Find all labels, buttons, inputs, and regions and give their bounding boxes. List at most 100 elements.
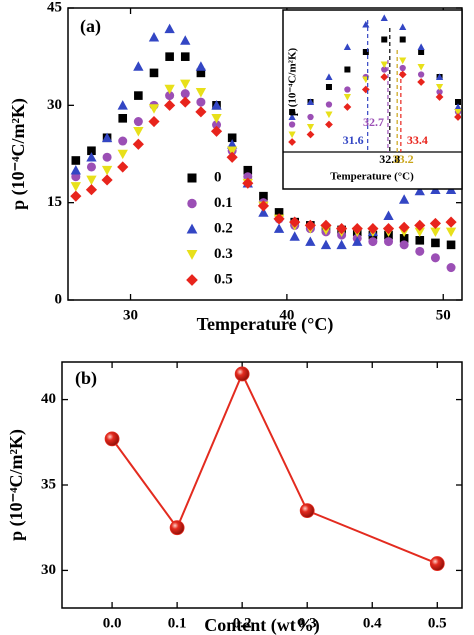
- marker: [148, 104, 160, 114]
- legend-label: 0.3: [214, 246, 233, 262]
- marker: [117, 100, 128, 110]
- marker: [454, 103, 461, 110]
- marker: [101, 132, 113, 143]
- marker: [320, 219, 332, 231]
- marker: [307, 113, 314, 121]
- marker: [227, 139, 238, 149]
- marker: [133, 126, 144, 137]
- marker: [101, 165, 113, 176]
- marker: [415, 246, 425, 256]
- marker: [336, 239, 347, 250]
- marker: [210, 125, 223, 137]
- marker: [384, 237, 394, 247]
- marker: [343, 43, 351, 50]
- y-tick-label: 30: [41, 562, 56, 578]
- marker: [180, 52, 190, 61]
- inset-y-label: p (10⁻⁴C/m²K): [287, 48, 299, 117]
- marker: [243, 165, 253, 175]
- marker: [344, 86, 351, 93]
- data-point: [104, 431, 120, 447]
- marker: [164, 23, 175, 34]
- marker: [179, 96, 191, 108]
- marker: [212, 120, 222, 130]
- marker: [382, 223, 395, 235]
- marker: [195, 88, 207, 98]
- marker: [70, 190, 82, 202]
- x-tick-label: 30: [123, 307, 138, 323]
- marker: [399, 57, 407, 65]
- marker: [325, 73, 333, 80]
- legend-marker: [186, 250, 198, 260]
- inset-x-label: Temperature (°C): [330, 171, 414, 183]
- marker: [362, 49, 369, 55]
- marker: [399, 234, 409, 243]
- marker: [270, 143, 278, 151]
- marker: [165, 52, 174, 61]
- marker: [435, 93, 444, 101]
- marker: [429, 217, 442, 230]
- legend-label: 0.1: [214, 195, 233, 211]
- y-tick-label: 35: [41, 476, 56, 492]
- x-tick-label: 0.5: [428, 615, 447, 631]
- marker: [118, 114, 128, 123]
- marker: [398, 221, 410, 233]
- x-tick-label: 0.1: [168, 615, 187, 631]
- marker: [325, 120, 333, 129]
- marker: [273, 223, 285, 233]
- marker: [86, 162, 96, 172]
- marker: [304, 219, 316, 231]
- marker: [117, 161, 129, 173]
- marker: [258, 207, 269, 217]
- plot-frame: [61, 361, 463, 609]
- marker: [164, 84, 175, 95]
- marker: [288, 113, 296, 120]
- marker: [454, 109, 461, 116]
- x-tick-label: 50: [436, 307, 451, 323]
- peak-label: 33.4: [407, 133, 428, 147]
- marker: [325, 84, 332, 90]
- marker: [367, 223, 379, 235]
- marker: [336, 223, 348, 235]
- peak-label: 32.7: [363, 115, 384, 129]
- legend-label: 0: [214, 169, 222, 185]
- marker: [445, 216, 457, 228]
- legend-label: 0.2: [214, 220, 233, 236]
- marker: [306, 124, 315, 131]
- marker: [380, 14, 388, 21]
- marker: [325, 111, 333, 119]
- marker: [380, 73, 389, 81]
- marker: [306, 130, 315, 139]
- marker: [270, 123, 277, 130]
- y-tick-label: 30: [47, 97, 62, 113]
- data-point: [234, 366, 250, 382]
- y-tick-label: 0: [55, 291, 63, 307]
- marker: [165, 91, 175, 101]
- inset-plot: [270, 14, 461, 151]
- marker: [180, 89, 190, 99]
- marker: [381, 66, 388, 73]
- marker: [195, 106, 207, 118]
- y-tick-label: 45: [47, 0, 62, 15]
- marker: [71, 156, 81, 165]
- marker: [87, 146, 96, 156]
- marker: [305, 236, 316, 246]
- marker: [430, 227, 441, 238]
- marker: [343, 103, 352, 111]
- marker: [134, 91, 143, 100]
- marker: [180, 35, 191, 45]
- marker: [274, 208, 284, 217]
- y-tick-label: 40: [41, 391, 56, 407]
- marker: [415, 236, 425, 245]
- marker: [118, 136, 128, 146]
- marker: [242, 177, 254, 189]
- marker: [180, 79, 191, 90]
- x-tick-label: 0.3: [298, 615, 317, 631]
- y-axis-label: p (10⁻⁴C/m²K): [8, 98, 29, 210]
- marker: [381, 36, 388, 43]
- marker: [368, 237, 378, 247]
- marker: [430, 253, 440, 263]
- marker: [455, 99, 461, 105]
- marker: [226, 151, 238, 163]
- marker: [271, 129, 277, 135]
- marker: [414, 227, 425, 238]
